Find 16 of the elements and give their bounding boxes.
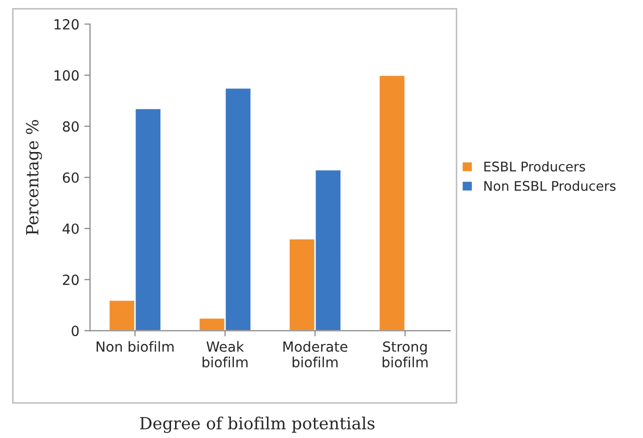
y-tick-label: 40 — [62, 223, 79, 234]
legend-label: ESBL Producers — [484, 161, 586, 172]
y-tick-label: 100 — [54, 70, 79, 81]
legend-label: Non ESBL Producers — [484, 180, 616, 191]
x-tick-label: Non biofilm — [96, 341, 174, 352]
x-axis-title: Degree of biofilm potentials — [140, 416, 374, 433]
y-tick-label: 0 — [72, 326, 79, 336]
x-tick-label: Weak biofilm — [202, 341, 248, 368]
x-tick-label: Strong biofilm — [382, 341, 428, 368]
y-tick-label: 80 — [62, 121, 79, 132]
x-tick-label: Moderate biofilm — [283, 341, 348, 368]
bar — [378, 74, 406, 331]
y-tick-label: 60 — [62, 172, 79, 183]
y-tick-label: 120 — [54, 19, 79, 30]
y-axis-title: Percentage % — [26, 120, 42, 235]
y-tick-label: 20 — [62, 274, 79, 286]
